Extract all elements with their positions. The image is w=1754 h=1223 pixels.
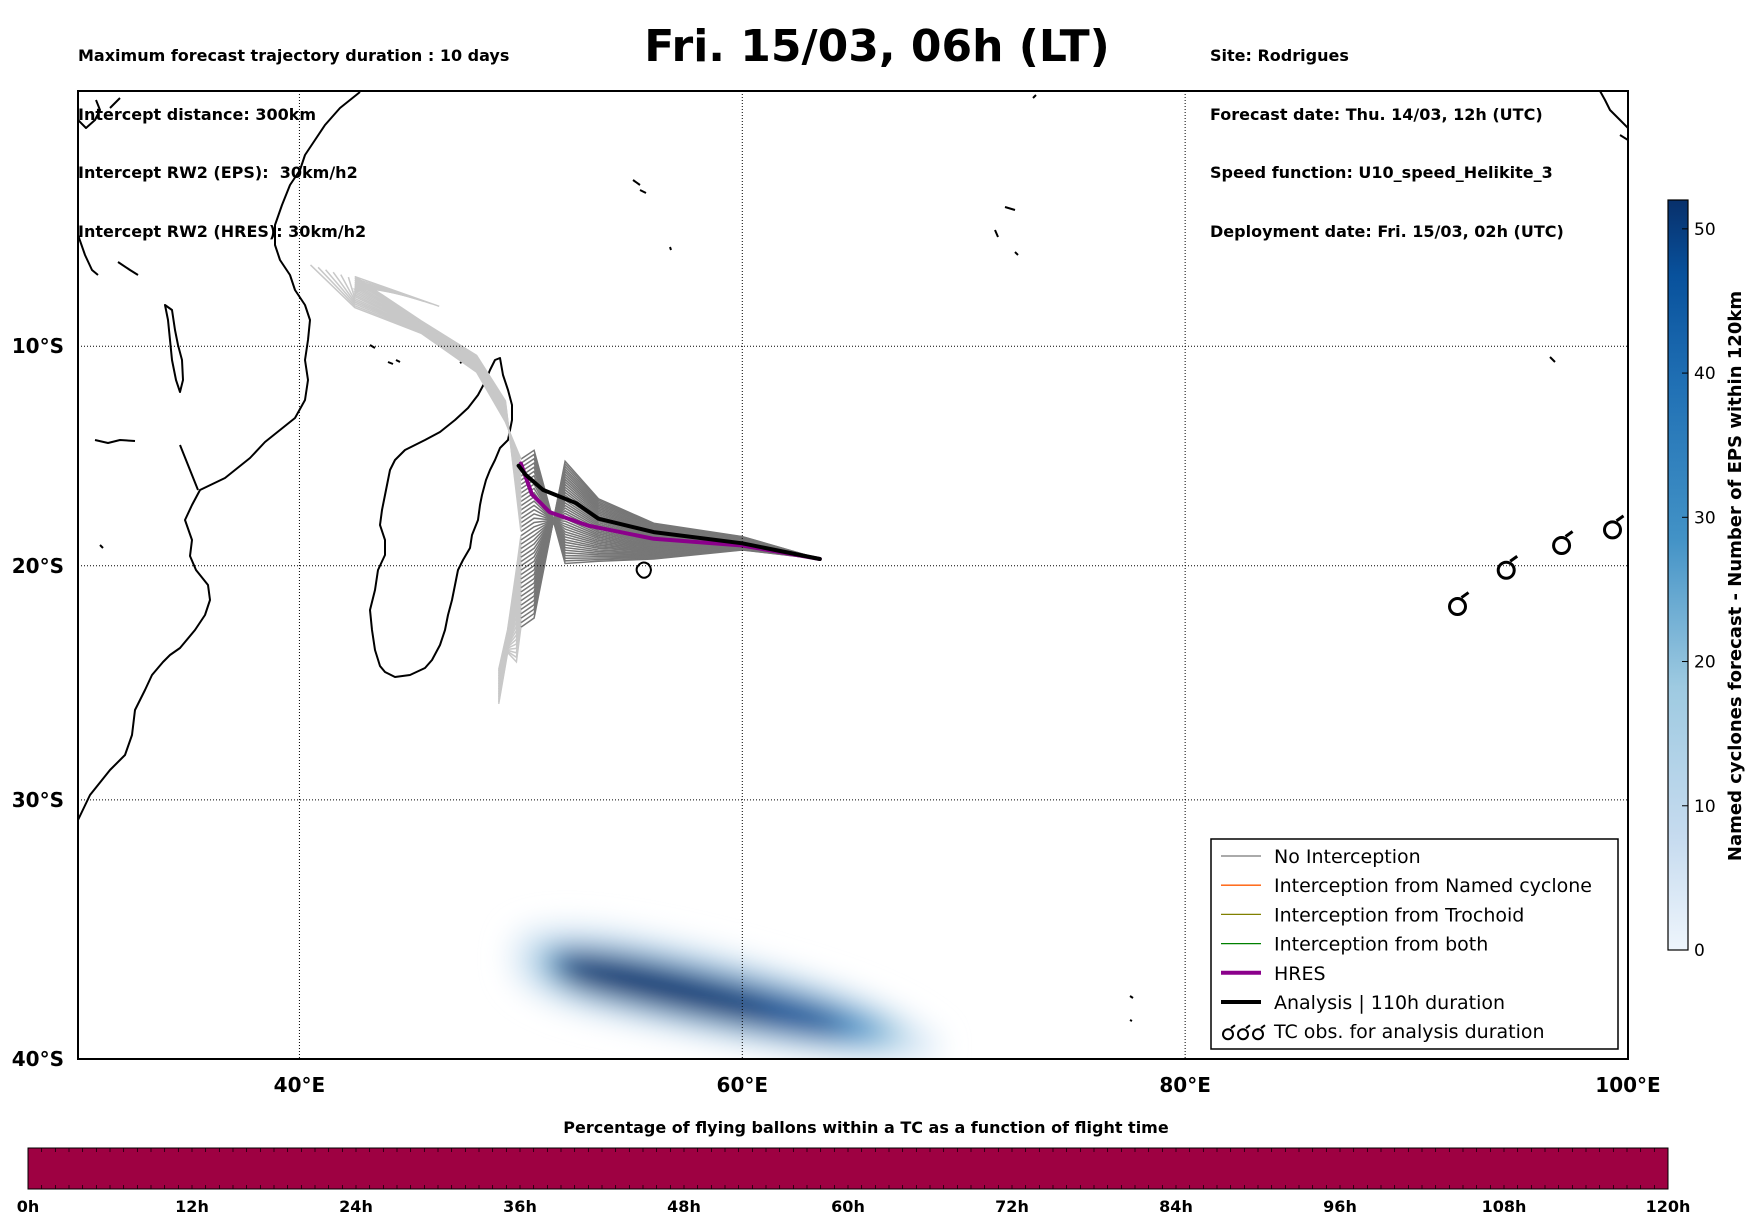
flight-time-bar: Percentage of flying ballons within a TC… — [17, 1118, 1691, 1216]
latitude-tick-labels: 10°S 20°S 30°S 40°S — [12, 334, 64, 1071]
lat-tick-label: 40°S — [12, 1047, 64, 1071]
longitude-tick-labels: 40°E 60°E 80°E 100°E — [274, 1073, 1661, 1097]
info-right-line: Speed function: U10_speed_Helikite_3 — [1210, 163, 1553, 182]
hres-track — [518, 461, 822, 561]
flight-bar-title: Percentage of flying ballons within a TC… — [563, 1118, 1169, 1137]
colorbar-tick-label: 20 — [1694, 653, 1716, 673]
tc-observations — [1448, 514, 1625, 617]
legend-label: Interception from Trochoid — [1274, 904, 1524, 926]
coastlines — [78, 91, 1628, 1022]
flight-bar-tick-label: 108h — [1482, 1197, 1527, 1216]
cyclone-symbol-icon — [1496, 555, 1519, 580]
colorbar-tick-label: 50 — [1694, 220, 1716, 240]
legend-label: No Interception — [1274, 846, 1421, 868]
cyclone-symbol-icon — [1448, 591, 1470, 617]
info-right-line: Forecast date: Thu. 14/03, 12h (UTC) — [1210, 104, 1543, 124]
colorbar-tick-label: 10 — [1694, 797, 1716, 817]
kerguelen-shoal — [1129, 995, 1134, 1022]
flight-bar-tick-label: 12h — [175, 1197, 209, 1216]
info-left-line: Intercept RW2 (EPS): 30km/h2 — [78, 163, 358, 182]
info-right-line: Deployment date: Fri. 15/03, 02h (UTC) — [1210, 221, 1564, 241]
legend: No Interception Interception from Named c… — [1210, 838, 1619, 1050]
colorbar-tick-label: 40 — [1694, 364, 1716, 384]
flight-bar-tick-label: 48h — [667, 1197, 701, 1216]
flight-bar-tick-label: 36h — [503, 1197, 537, 1216]
colorbar-gradient — [1667, 199, 1689, 951]
lon-tick-label: 40°E — [274, 1073, 326, 1097]
flight-bar-tick-label: 60h — [831, 1197, 865, 1216]
flight-bar-tick-label: 72h — [995, 1197, 1029, 1216]
flight-bar-fill — [27, 1147, 1669, 1190]
flight-bar-minor-ticks — [27, 1148, 1669, 1189]
flight-bar-tick-label: 0h — [17, 1197, 40, 1216]
density-level-5 — [559, 957, 772, 1018]
east-indonesia-coast — [1599, 91, 1628, 141]
legend-label: Analysis | 110h duration — [1274, 992, 1505, 1014]
lon-tick-label: 100°E — [1595, 1073, 1660, 1097]
info-left: Maximum forecast trajectory duration : 1… — [78, 7, 509, 261]
gulf-coastline — [78, 97, 121, 129]
ensemble-track-faded — [497, 627, 522, 705]
lat-tick-label: 20°S — [12, 554, 64, 578]
legend-frame — [1210, 838, 1619, 1050]
legend-label: Interception from both — [1274, 934, 1488, 956]
lake-shore-east — [78, 234, 199, 491]
analysis-track — [516, 463, 822, 561]
map-gridlines — [78, 91, 1628, 1059]
madagascar-coastline — [369, 357, 513, 678]
map-frame — [77, 90, 1629, 1060]
ensemble-track-faded — [354, 275, 522, 532]
cyclone-symbol-icon — [1603, 514, 1625, 540]
map-title: Fri. 15/03, 06h (LT) — [644, 21, 1110, 72]
main-tracks — [516, 461, 822, 561]
flight-bar-tick-label: 96h — [1323, 1197, 1357, 1216]
ensemble-track-faded — [347, 276, 522, 481]
flight-bar-tick-label: 24h — [339, 1197, 373, 1216]
info-left-line: Intercept RW2 (HRES): 30km/h2 — [78, 221, 367, 241]
legend-label: TC obs. for analysis duration — [1273, 1021, 1545, 1043]
lat-tick-label: 30°S — [12, 788, 64, 812]
colorbar-label: Named cyclones forecast - Number of EPS … — [1725, 291, 1746, 861]
flight-bar-tick-label: 120h — [1646, 1197, 1691, 1216]
legend-label: HRES — [1274, 963, 1326, 985]
cyclone-symbol-icon — [1222, 1024, 1266, 1041]
colorbar-tick-label: 30 — [1694, 508, 1716, 528]
cyclone-symbol-icon — [1552, 530, 1574, 556]
info-left-line: Intercept distance: 300km — [78, 104, 317, 124]
mozambique-island — [99, 544, 104, 549]
ensemble-track — [520, 459, 821, 628]
legend-label: Interception from Named cyclone — [1274, 875, 1592, 897]
info-left-line: Maximum forecast trajectory duration : 1… — [78, 46, 510, 65]
ensemble-track-faded — [351, 288, 522, 502]
info-right-line: Site: Rodrigues — [1210, 46, 1349, 65]
reunion-coastline — [635, 561, 652, 579]
flight-bar-tick-label: 84h — [1159, 1197, 1193, 1216]
cyclone-colorbar: Named cyclones forecast - Number of EPS … — [1667, 199, 1746, 961]
cyclone-density-field — [509, 923, 941, 1059]
lon-tick-label: 60°E — [717, 1073, 769, 1097]
info-right: Site: Rodrigues Forecast date: Thu. 14/0… — [1210, 7, 1564, 261]
seychelles-islands — [632, 94, 1556, 363]
colorbar-tick-label: 0 — [1694, 941, 1705, 961]
lake-victoria — [164, 304, 184, 393]
lon-tick-label: 80°E — [1159, 1073, 1211, 1097]
africa-coastline — [78, 91, 361, 821]
ensemble-track-faded — [309, 264, 522, 460]
lat-tick-label: 10°S — [12, 334, 64, 358]
